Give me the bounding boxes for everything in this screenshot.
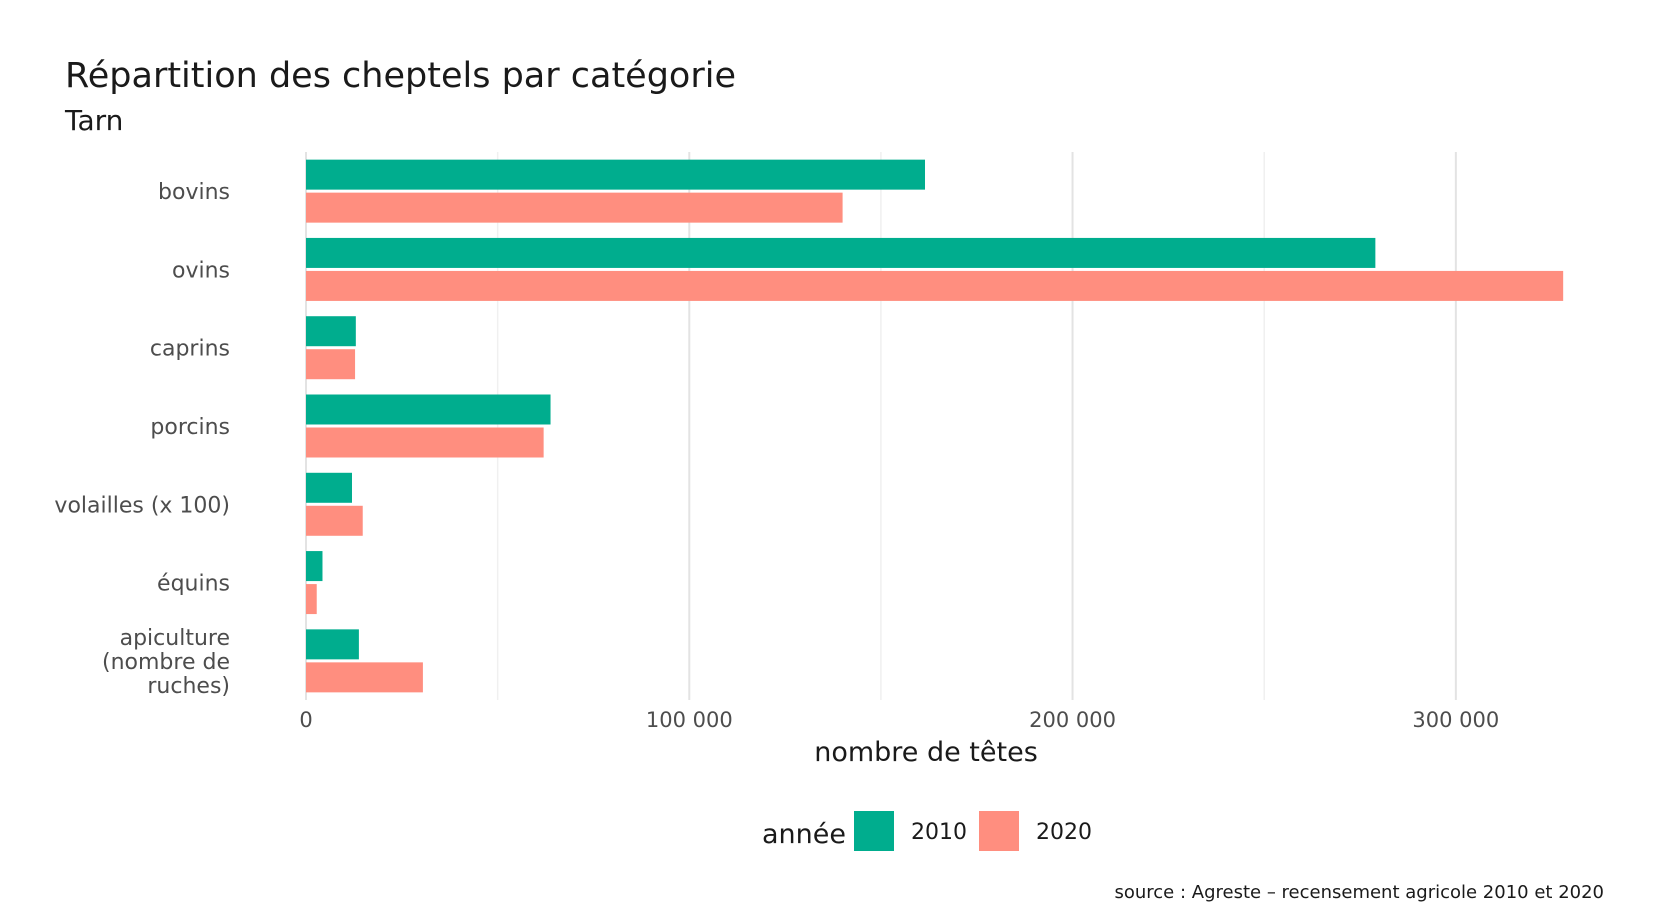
category-label: caprins	[150, 337, 230, 362]
legend-swatch-2020	[979, 811, 1019, 851]
legend-swatch-2010	[854, 811, 894, 851]
bar-2010-3	[306, 394, 551, 425]
legend-title: année	[762, 819, 846, 850]
category-label: volailles (x 100)	[54, 493, 230, 518]
category-label: équins	[157, 572, 230, 597]
bar-2010-2	[306, 316, 356, 347]
legend-label-2020: 2020	[1036, 820, 1092, 845]
bar-2010-5	[306, 551, 323, 582]
bar-2020-0	[306, 192, 843, 223]
category-label: bovins	[158, 180, 230, 205]
category-label: porcins	[150, 415, 230, 440]
chart-caption: source : Agreste – recensement agricole …	[1114, 882, 1604, 903]
bar-2020-2	[306, 349, 356, 380]
bars	[306, 159, 1564, 693]
bar-2010-1	[306, 237, 1376, 268]
chart-subtitle: Tarn	[64, 104, 123, 137]
chart-title: Répartition des cheptels par catégorie	[65, 56, 736, 96]
bar-2010-4	[306, 472, 352, 503]
category-label: ovins	[172, 258, 230, 283]
x-axis-ticks: 0 100 000 200 000 300 000	[299, 708, 1499, 732]
x-tick-label: 100 000	[646, 708, 733, 732]
x-axis-title: nombre de têtes	[814, 737, 1038, 768]
x-tick-label: 200 000	[1029, 708, 1116, 732]
legend: année 2010 2020	[762, 811, 1092, 851]
bar-2020-3	[306, 427, 544, 458]
bar-2010-6	[306, 629, 359, 660]
bar-2020-4	[306, 505, 363, 536]
grid-lines	[305, 152, 1457, 700]
x-tick-label: 300 000	[1412, 708, 1499, 732]
bar-2020-6	[306, 662, 423, 693]
legend-label-2010: 2010	[911, 820, 967, 845]
x-tick-label: 0	[299, 708, 312, 732]
bar-2020-1	[306, 270, 1564, 301]
bar-2010-0	[306, 159, 926, 190]
category-label: apiculture (nombre de ruches)	[102, 626, 230, 699]
bar-2020-5	[306, 584, 317, 615]
category-labels: bovins ovins caprins porcins volailles (x 10…	[54, 180, 230, 699]
